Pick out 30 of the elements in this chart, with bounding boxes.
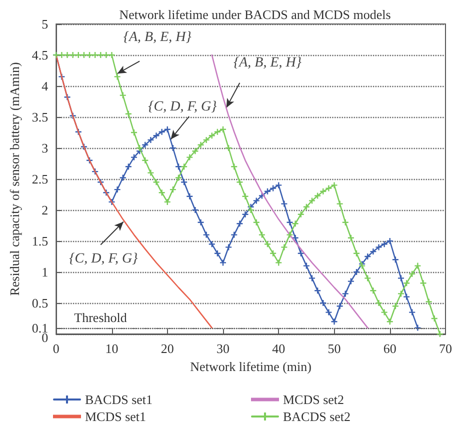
y-tick-label: 0.5: [32, 296, 48, 310]
x-tick-label: 30: [216, 341, 230, 356]
y-tick-label: 5: [42, 16, 48, 32]
ref-line-label: Threshold: [74, 310, 128, 325]
x-tick-label: 20: [160, 341, 174, 356]
legend-label: BACDS set1: [85, 392, 153, 407]
x-tick-label: 0: [52, 341, 60, 356]
x-tick-label: 60: [383, 341, 396, 356]
y-tick-label: 4: [42, 78, 49, 94]
annotation: {C, D, F, G}: [69, 251, 138, 266]
legend-label: MCDS set2: [283, 392, 344, 407]
y-tick-label: 3: [42, 140, 48, 156]
y-tick-label: 2.5: [32, 172, 48, 186]
x-axis-title: Network lifetime (min): [190, 359, 312, 374]
annotation: {C, D, F, G}: [148, 100, 218, 115]
legend-label: MCDS set1: [85, 409, 146, 424]
chart-title: Network lifetime under BACDS and MCDS models: [119, 7, 391, 22]
x-tick-label: 50: [328, 341, 341, 356]
legend-label: BACDS set2: [283, 409, 351, 424]
x-tick-label: 70: [439, 341, 452, 356]
annotation: {A, B, E, H}: [123, 30, 192, 46]
y-tick-label: 1: [42, 264, 48, 280]
y-tick-label: 1.5: [32, 234, 48, 248]
y-tick-label: 2: [42, 202, 48, 218]
y-axis-title: Residual capacity of sensor battery (mAmin): [7, 62, 22, 296]
y-tick-label: 4.5: [32, 48, 48, 62]
y-tick-label: 3.5: [32, 110, 48, 124]
x-tick-label: 40: [272, 341, 286, 356]
x-tick-label: 10: [105, 341, 118, 356]
annotation: {A, B, E, H}: [234, 56, 302, 71]
